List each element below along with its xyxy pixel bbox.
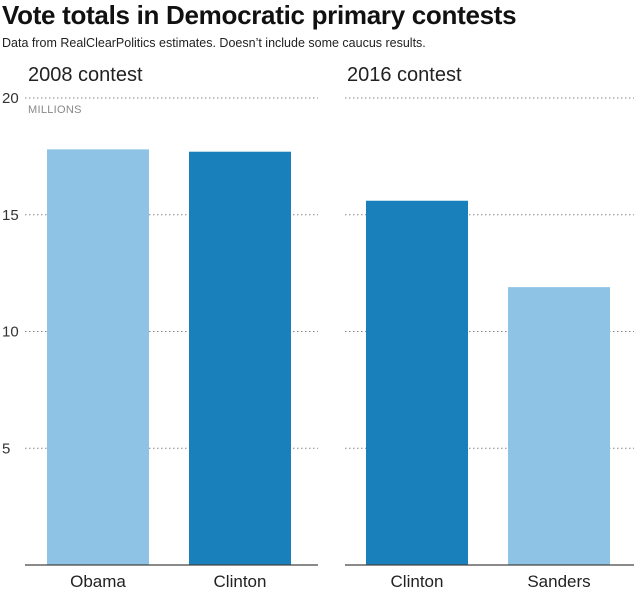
panel-title: 2008 contest: [28, 64, 143, 86]
bar-sanders: [508, 287, 610, 565]
category-label: Sanders: [527, 572, 590, 591]
bar-clinton: [366, 200, 468, 566]
y-axis-unit-label: MILLIONS: [28, 104, 82, 116]
chart-subtitle: Data from RealClearPolitics estimates. D…: [2, 36, 426, 50]
category-label: Obama: [70, 572, 126, 591]
chart-title: Vote totals in Democratic primary contes…: [2, 0, 517, 30]
bar-clinton: [189, 151, 291, 565]
panel-title: 2016 contest: [347, 64, 462, 86]
bar-obama: [47, 149, 149, 565]
y-tick-label: 15: [2, 207, 19, 224]
category-label: Clinton: [214, 572, 267, 591]
category-label: Clinton: [391, 572, 444, 591]
y-tick-label: 5: [2, 440, 10, 457]
y-tick-label: 20: [2, 90, 19, 107]
y-tick-label: 10: [2, 324, 19, 341]
